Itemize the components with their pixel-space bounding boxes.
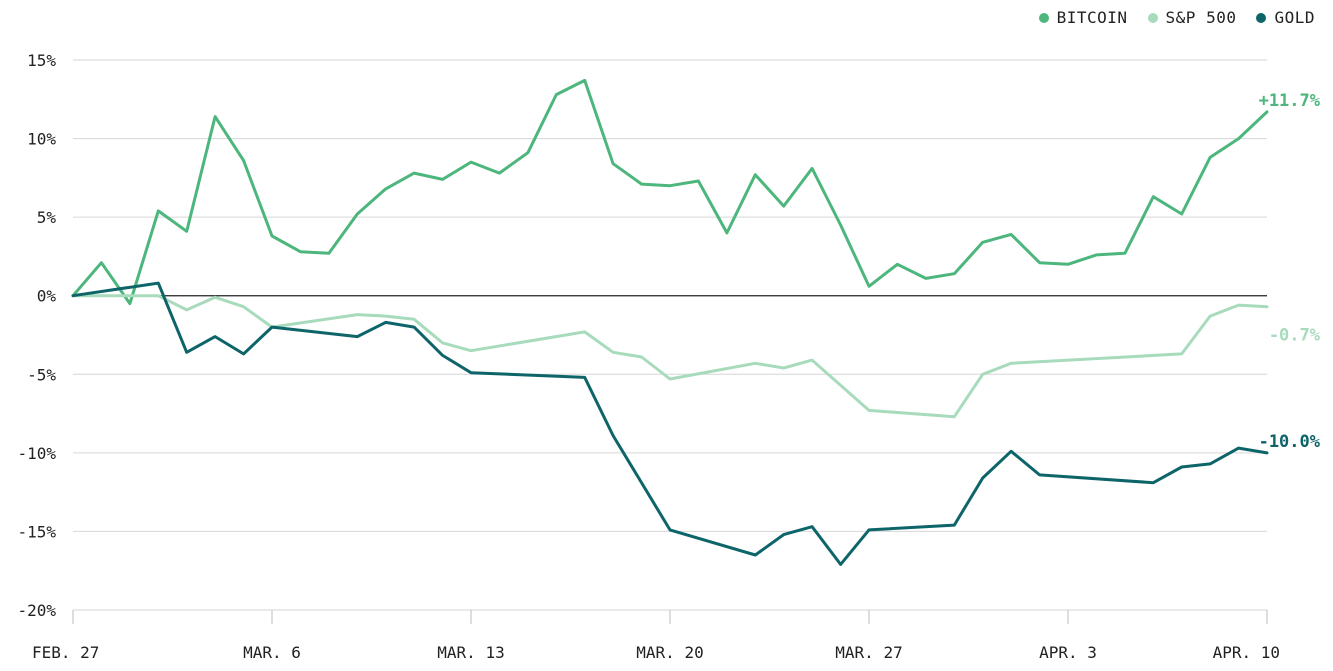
series-line-s-p-500 xyxy=(71,294,1269,419)
legend-label: BITCOIN xyxy=(1056,8,1128,27)
legend-label: GOLD xyxy=(1274,8,1315,27)
y-tick-label: 10% xyxy=(27,130,56,149)
end-label-s-p-500: -0.7% xyxy=(1269,326,1321,346)
y-tick-label: -15% xyxy=(17,522,56,541)
x-tick-label: MAR. 20 xyxy=(636,643,703,662)
legend-label: S&P 500 xyxy=(1165,8,1237,27)
end-label-gold: -10.0% xyxy=(1259,432,1321,452)
end-label-bitcoin: +11.7% xyxy=(1259,91,1321,111)
y-tick-label: -10% xyxy=(17,444,56,463)
legend-item-gold: GOLD xyxy=(1256,8,1315,27)
y-tick-label: 15% xyxy=(27,51,56,70)
end-labels: +11.7% -0.7% -10.0% xyxy=(1259,91,1321,452)
legend-dot-icon xyxy=(1038,12,1049,23)
legend-dot-icon xyxy=(1147,12,1158,23)
y-tick-label: -20% xyxy=(17,601,56,620)
y-axis: 15% 10% 5% 0% -5% -10% -15% -20% xyxy=(17,51,56,620)
y-tick-label: 0% xyxy=(37,287,57,306)
series-layer xyxy=(71,78,1269,566)
x-tick-label: MAR. 13 xyxy=(437,643,504,662)
x-axis: FEB. 27 MAR. 6 MAR. 13 MAR. 20 MAR. 27 APR. 3… xyxy=(32,610,1280,662)
series-line-bitcoin xyxy=(71,78,1269,306)
x-tick-label: APR. 3 xyxy=(1039,643,1097,662)
legend-item-s-p-500: S&P 500 xyxy=(1147,8,1237,27)
y-tick-label: 5% xyxy=(37,208,57,227)
series-line-gold xyxy=(71,281,1269,566)
y-tick-label: -5% xyxy=(27,365,56,384)
grid-layer xyxy=(73,59,1267,611)
x-tick-label: APR. 10 xyxy=(1213,643,1280,662)
x-tick-label: FEB. 27 xyxy=(32,643,99,662)
legend: BITCOIN S&P 500 GOLD xyxy=(1038,8,1315,27)
legend-item-bitcoin: BITCOIN xyxy=(1038,8,1128,27)
x-tick-label: MAR. 27 xyxy=(835,643,902,662)
legend-dot-icon xyxy=(1256,12,1267,23)
x-tick-label: MAR. 6 xyxy=(243,643,301,662)
